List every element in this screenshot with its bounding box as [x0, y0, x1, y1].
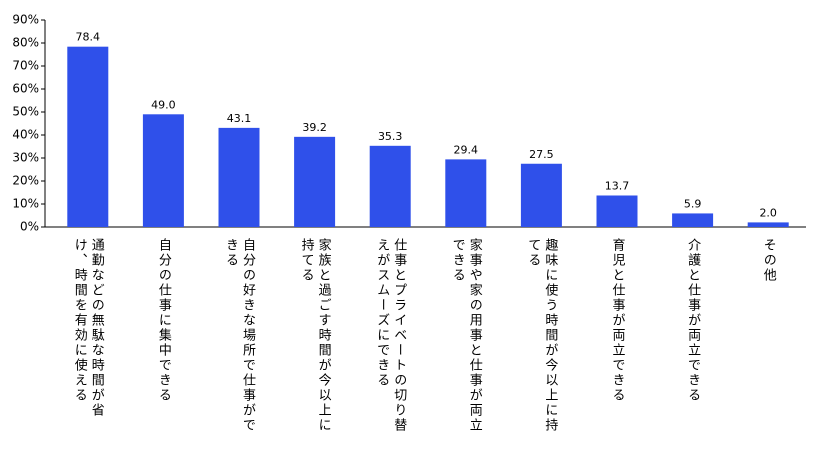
data-label: 35.3 [378, 130, 403, 143]
bar [596, 195, 638, 227]
bar [445, 159, 487, 227]
y-tick-label: 20% [12, 174, 39, 188]
y-tick-label: 30% [12, 151, 39, 165]
data-label: 49.0 [151, 98, 176, 111]
bar [294, 136, 336, 227]
y-tick-label: 60% [12, 82, 39, 96]
y-tick-label: 10% [12, 197, 39, 211]
data-label: 27.5 [529, 148, 554, 161]
x-tick-label: その他 [760, 238, 776, 283]
data-label: 13.7 [605, 179, 630, 192]
x-tick-label: 介護と仕事が両立できる [685, 238, 701, 403]
data-label: 5.9 [684, 197, 702, 210]
y-tick-label: 50% [12, 105, 39, 119]
y-tick-label: 90% [12, 13, 39, 27]
data-label: 43.1 [227, 112, 252, 125]
x-tick-label: 育児と仕事が両立できる [609, 238, 625, 403]
x-tick-label: 自分の好きな場所で仕事ができる [223, 238, 255, 433]
x-tick-label: 趣味に使う時間が今以上に持てる [525, 238, 558, 433]
data-label: 2.0 [759, 206, 777, 219]
bar [218, 127, 260, 227]
x-tick-label: 家事や家の用事と仕事が両立できる [449, 238, 482, 433]
x-tick-label: 自分の仕事に集中できる [155, 238, 171, 403]
bar [67, 46, 109, 228]
x-tick-label: 家族と過ごす時間が今以上に持てる [298, 238, 331, 433]
y-tick-label: 80% [12, 36, 39, 50]
data-label: 29.4 [454, 143, 479, 156]
y-tick-label: 0% [20, 220, 39, 234]
bar [520, 163, 562, 227]
data-label: 78.4 [76, 31, 101, 44]
y-tick-label: 70% [12, 59, 39, 73]
y-tick-label: 40% [12, 128, 39, 142]
bar [747, 222, 789, 227]
x-tick-label: 通勤などの無駄な時間が省け、時間を有効に使える [71, 238, 104, 418]
data-label: 39.2 [302, 121, 327, 134]
bar [142, 114, 184, 227]
x-tick-label: 仕事とプライベートの切り替えがスムーズにできる [374, 238, 407, 433]
bar [672, 213, 714, 227]
bar [369, 145, 411, 227]
